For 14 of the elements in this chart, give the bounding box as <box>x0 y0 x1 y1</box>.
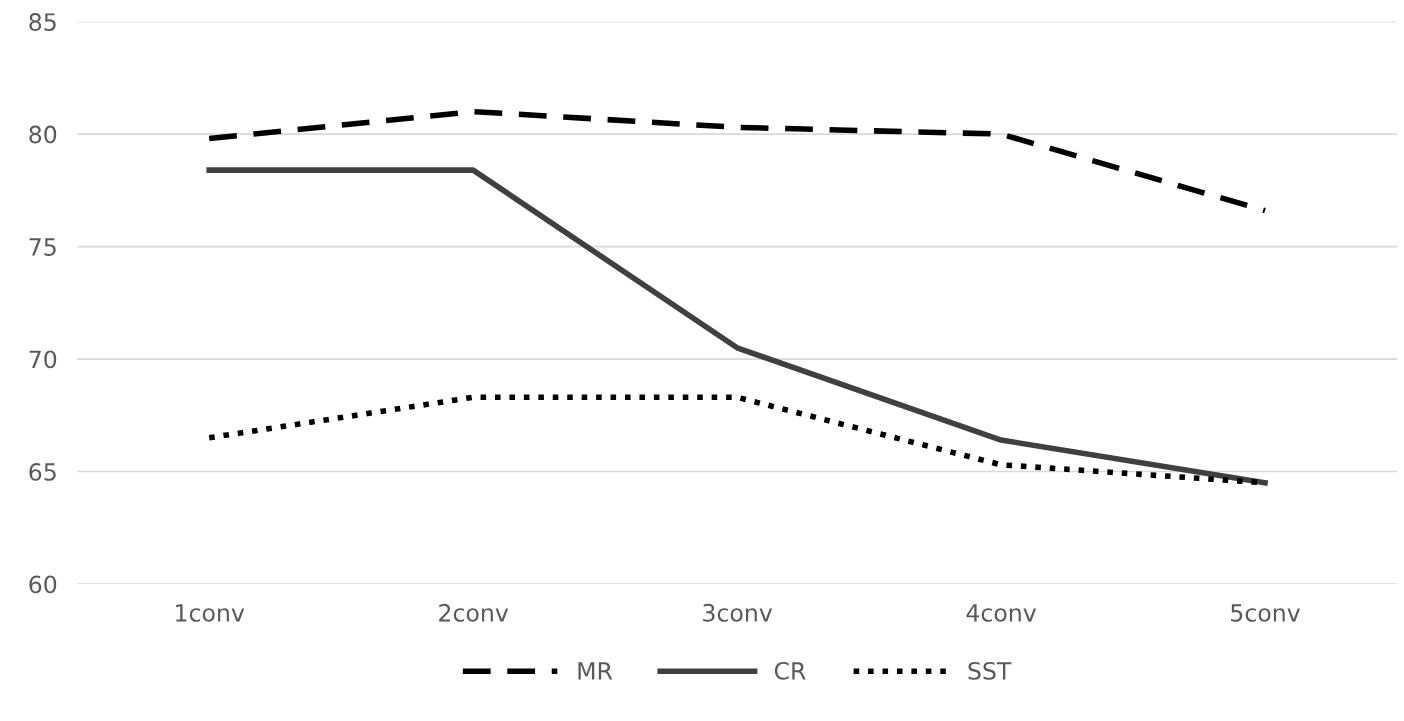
y-tick-label: 75 <box>29 238 56 256</box>
y-tick-label: 65 <box>29 462 56 481</box>
y-tick-label: 70 <box>29 350 57 369</box>
y-tick-label: 85 <box>29 13 56 31</box>
x-tick-label: 3conv <box>703 603 773 622</box>
x-tick-label: 1conv <box>176 604 245 622</box>
y-tick-label: 60 <box>29 575 57 594</box>
x-tick-label: 5conv <box>1231 604 1300 622</box>
legend-label: MR <box>578 662 613 680</box>
y-tick-label: 80 <box>29 125 57 144</box>
x-tick-label: 4conv <box>966 604 1037 622</box>
legend-label: SST <box>968 661 1012 680</box>
legend-label: CR <box>774 661 806 680</box>
x-tick-label: 2conv <box>439 603 509 622</box>
